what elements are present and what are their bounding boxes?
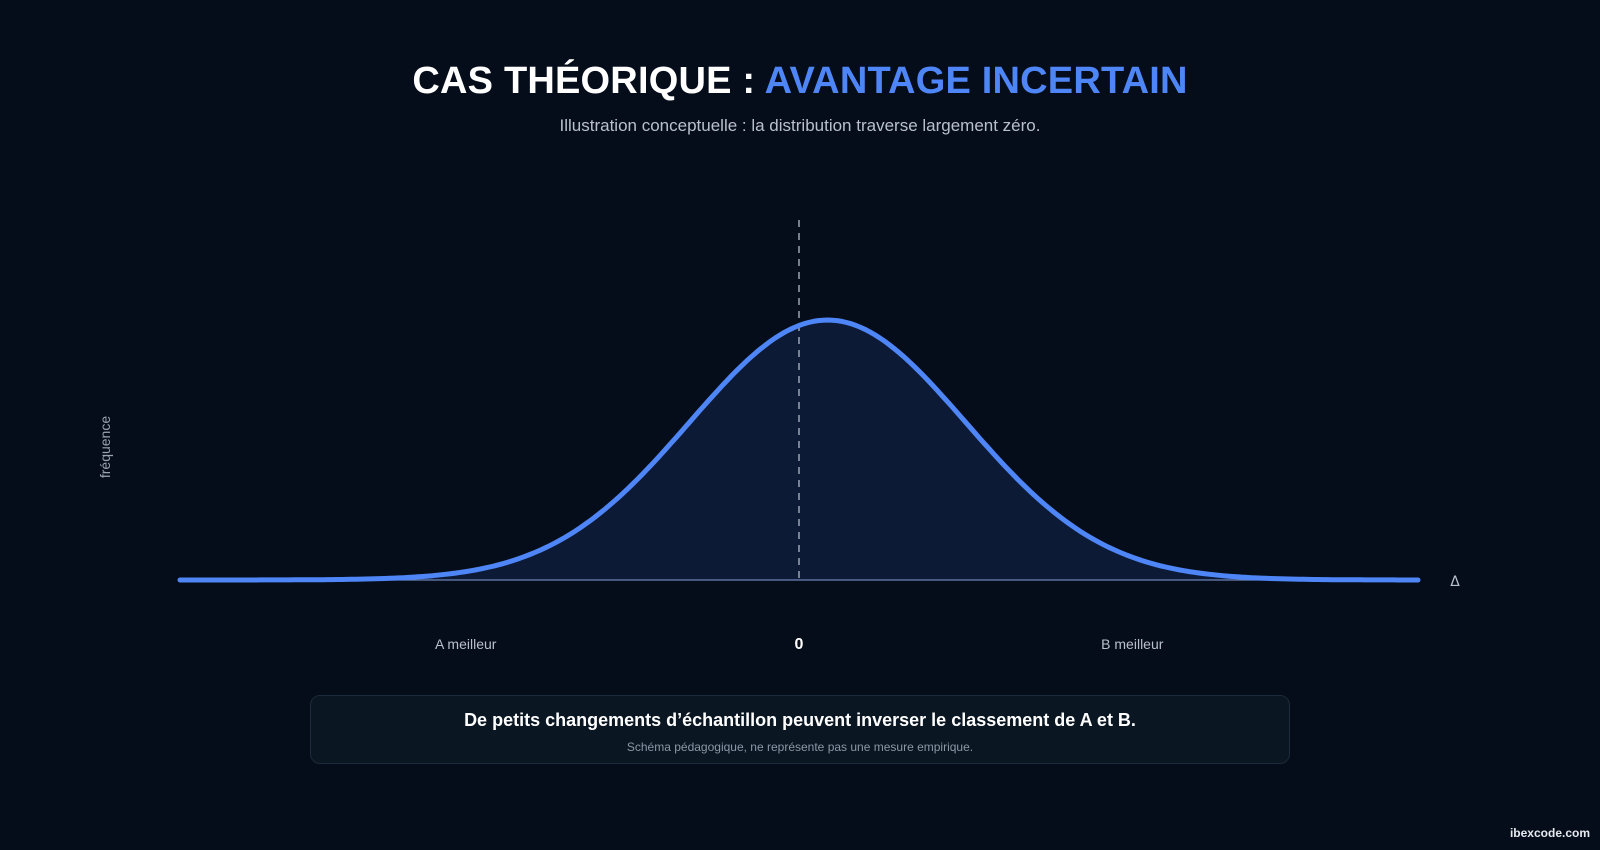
distribution-curve bbox=[177, 317, 1421, 583]
note-box: De petits changements d’échantillon peuv… bbox=[310, 695, 1290, 764]
title-accent: AVANTAGE INCERTAIN bbox=[764, 60, 1188, 102]
x-marker-label: B meilleur bbox=[1101, 636, 1164, 652]
distribution-area bbox=[180, 320, 1418, 580]
page-title: CAS THÉORIQUE : AVANTAGE INCERTAIN bbox=[0, 60, 1600, 103]
page-subtitle: Illustration conceptuelle : la distribut… bbox=[559, 116, 1041, 135]
x-axis-label: Δ bbox=[1450, 574, 1460, 590]
note-main-text: De petits changements d’échantillon peuv… bbox=[464, 710, 1136, 730]
title-prefix: CAS THÉORIQUE : bbox=[412, 60, 765, 102]
watermark: ibexcode.com bbox=[1509, 826, 1590, 840]
note-sub-text: Schéma pédagogique, ne représente pas un… bbox=[626, 740, 974, 754]
x-axis-markers: A meilleur 0 B meilleur bbox=[435, 636, 1164, 653]
x-marker-label: A meilleur bbox=[435, 636, 497, 652]
distribution-chart: fréquence Δ A meilleur 0 B meilleur bbox=[97, 220, 1460, 653]
y-axis-label: fréquence bbox=[97, 416, 113, 478]
zero-tick-label: 0 bbox=[795, 636, 804, 653]
